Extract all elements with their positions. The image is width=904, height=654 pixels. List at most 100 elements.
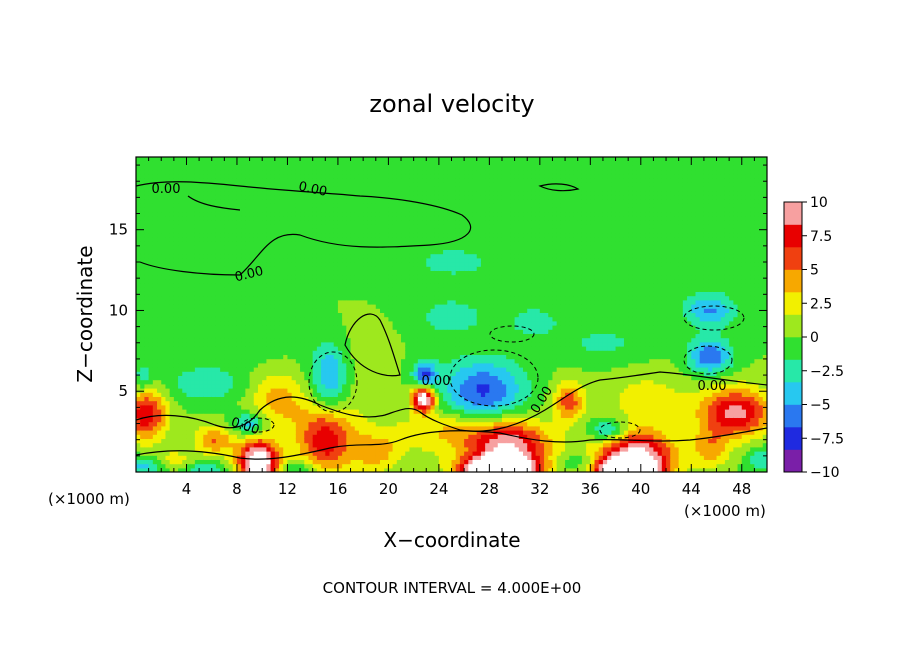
- heatmap-cell: [413, 467, 419, 472]
- heatmap-cell: [375, 375, 381, 381]
- heatmap-cell: [291, 413, 297, 418]
- heatmap-cell: [363, 257, 368, 263]
- heatmap-cell: [182, 266, 188, 271]
- heatmap-cell: [367, 245, 373, 250]
- heatmap-cell: [249, 346, 255, 351]
- heatmap-cell: [321, 283, 326, 288]
- heatmap-cell: [279, 241, 284, 246]
- heatmap-cell: [304, 375, 310, 381]
- heatmap-cell: [295, 451, 301, 456]
- heatmap-cell: [232, 182, 238, 187]
- heatmap-cell: [375, 262, 381, 267]
- heatmap-cell: [342, 379, 347, 385]
- heatmap-cell: [354, 199, 360, 204]
- heatmap-cell: [375, 278, 381, 284]
- heatmap-cell: [194, 346, 200, 351]
- heatmap-cell: [300, 455, 305, 460]
- heatmap-cell: [312, 320, 318, 326]
- heatmap-cell: [224, 354, 230, 360]
- heatmap-cell: [211, 157, 217, 162]
- heatmap-cell: [148, 241, 154, 246]
- heatmap-cell: [253, 308, 259, 313]
- heatmap-cell: [295, 283, 301, 288]
- heatmap-cell: [291, 186, 297, 192]
- heatmap-cell: [291, 241, 297, 246]
- heatmap-cell: [312, 329, 318, 334]
- heatmap-cell: [224, 161, 230, 166]
- heatmap-cell: [304, 325, 310, 330]
- heatmap-cell: [194, 396, 200, 402]
- heatmap-cell: [173, 157, 179, 162]
- heatmap-cell: [194, 274, 200, 280]
- heatmap-cell: [384, 236, 389, 242]
- heatmap-cell: [396, 161, 402, 166]
- heatmap-cell: [316, 245, 322, 250]
- heatmap-cell: [165, 253, 171, 259]
- heatmap-cell: [358, 421, 364, 427]
- heatmap-cell: [257, 287, 263, 292]
- heatmap-cell: [215, 383, 221, 389]
- heatmap-cell: [270, 467, 276, 472]
- heatmap-cell: [346, 203, 352, 208]
- heatmap-cell: [140, 169, 146, 175]
- heatmap-cell: [291, 211, 297, 217]
- heatmap-cell: [413, 316, 419, 322]
- heatmap-cell: [249, 291, 255, 297]
- heatmap-cell: [287, 228, 293, 234]
- heatmap-cell: [371, 434, 377, 439]
- heatmap-cell: [203, 325, 209, 330]
- heatmap-cell: [257, 308, 263, 313]
- heatmap-cell: [190, 228, 196, 234]
- heatmap-cell: [178, 316, 183, 322]
- heatmap-cell: [358, 337, 364, 343]
- heatmap-cell: [304, 467, 310, 472]
- heatmap-cell: [350, 333, 356, 339]
- heatmap-cell: [401, 341, 406, 347]
- heatmap-cell: [232, 325, 238, 330]
- heatmap-cell: [182, 341, 188, 347]
- heatmap-cell: [346, 467, 352, 472]
- heatmap-cell: [220, 459, 225, 465]
- heatmap-cell: [371, 341, 377, 347]
- heatmap-cell: [312, 425, 318, 431]
- heatmap-cell: [173, 220, 179, 225]
- heatmap-cell: [262, 241, 268, 246]
- heatmap-cell: [241, 190, 246, 196]
- heatmap-cell: [136, 186, 141, 192]
- heatmap-cell: [253, 224, 259, 229]
- heatmap-cell: [358, 308, 364, 313]
- heatmap-cell: [253, 262, 259, 267]
- heatmap-cell: [140, 295, 146, 301]
- heatmap-cell: [245, 199, 251, 204]
- heatmap-cell: [186, 400, 192, 406]
- heatmap-cell: [308, 430, 314, 435]
- heatmap-cell: [241, 232, 246, 238]
- heatmap-cell: [346, 232, 352, 238]
- heatmap-cell: [220, 186, 225, 192]
- heatmap-cell: [182, 283, 188, 288]
- heatmap-cell: [413, 459, 419, 465]
- heatmap-cell: [207, 241, 213, 246]
- heatmap-cell: [232, 228, 238, 234]
- heatmap-cell: [245, 354, 251, 360]
- heatmap-cell: [211, 245, 217, 250]
- heatmap-cell: [312, 346, 318, 351]
- heatmap-cell: [409, 337, 415, 343]
- heatmap-cell: [144, 253, 150, 259]
- heatmap-cell: [178, 467, 183, 472]
- heatmap-cell: [241, 467, 246, 472]
- heatmap-cell: [190, 417, 196, 423]
- heatmap-cell: [161, 190, 167, 196]
- heatmap-cell: [325, 325, 331, 330]
- heatmap-cell: [396, 455, 402, 460]
- heatmap-cell: [342, 388, 347, 393]
- heatmap-cell: [182, 312, 188, 318]
- heatmap-cell: [262, 161, 268, 166]
- heatmap-cell: [186, 442, 192, 448]
- heatmap-cell: [379, 274, 385, 280]
- heatmap-cell: [295, 371, 301, 376]
- heatmap-cell: [152, 329, 158, 334]
- heatmap-cell: [257, 329, 263, 334]
- heatmap-cell: [165, 341, 171, 347]
- heatmap-cell: [136, 161, 141, 166]
